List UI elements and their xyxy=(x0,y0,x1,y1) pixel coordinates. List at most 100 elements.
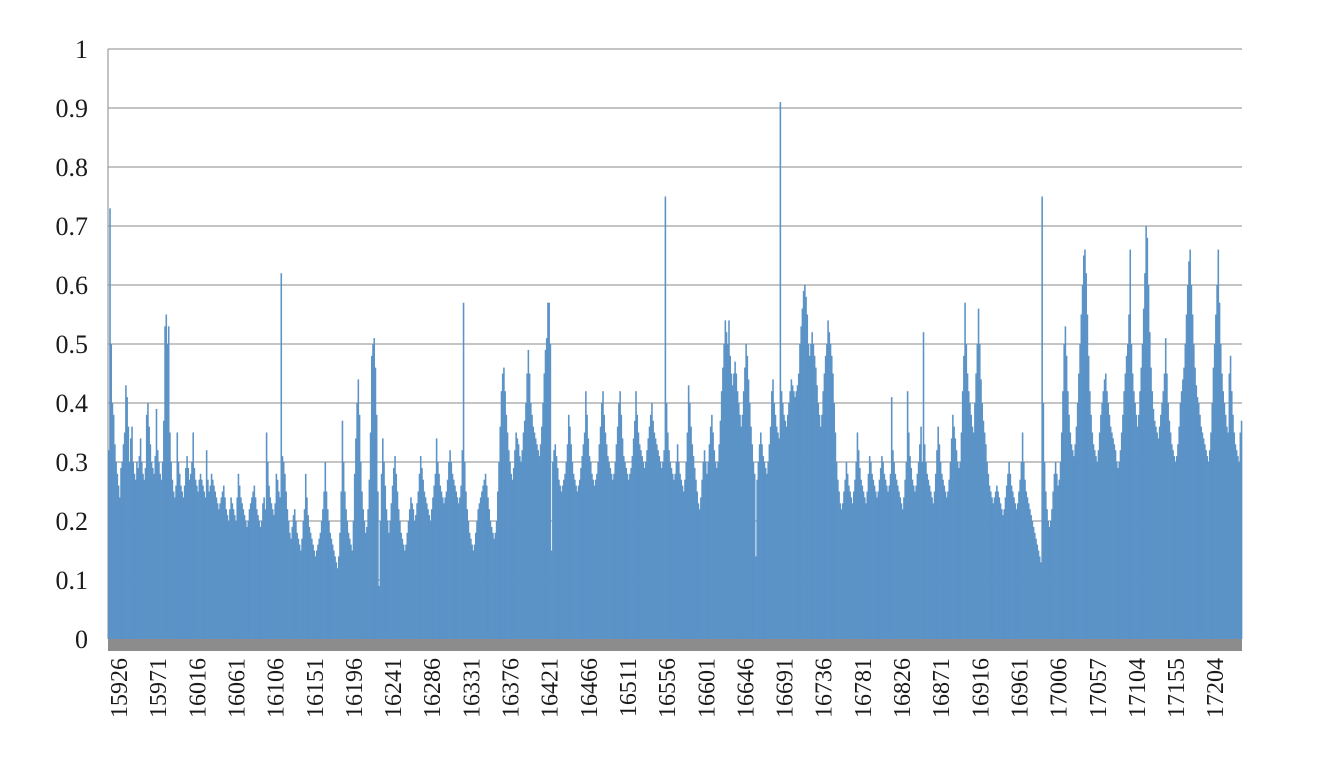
bar xyxy=(747,379,750,639)
bar xyxy=(884,479,887,639)
bar xyxy=(1095,456,1097,639)
bar xyxy=(693,467,696,639)
bar xyxy=(374,367,377,639)
bar xyxy=(116,473,119,639)
bar xyxy=(1234,444,1237,639)
bar xyxy=(1100,414,1102,639)
bar xyxy=(541,426,543,639)
bar xyxy=(282,462,285,639)
bar xyxy=(203,491,205,639)
bar xyxy=(268,485,270,639)
bar xyxy=(180,485,182,639)
bar xyxy=(307,515,309,639)
bar xyxy=(1059,462,1062,639)
bar xyxy=(285,491,287,639)
bar xyxy=(558,479,560,639)
bar xyxy=(274,503,276,639)
bar xyxy=(978,344,981,639)
bar xyxy=(741,414,744,639)
bar xyxy=(202,485,204,639)
x-tick-label: 16331 xyxy=(459,658,485,718)
bar xyxy=(1117,467,1119,639)
bar xyxy=(489,521,492,639)
bar xyxy=(1018,491,1020,639)
bar xyxy=(794,397,796,639)
bar xyxy=(909,456,911,639)
bar xyxy=(1014,503,1017,639)
bar xyxy=(325,491,328,639)
bar xyxy=(216,503,219,639)
bar xyxy=(330,538,333,639)
bar xyxy=(235,521,237,639)
bar xyxy=(682,491,685,639)
bar xyxy=(450,462,453,639)
bar xyxy=(778,438,780,639)
bar xyxy=(1164,338,1167,639)
bar xyxy=(375,414,378,639)
bar xyxy=(537,450,539,639)
bar xyxy=(767,462,769,639)
bar xyxy=(678,462,680,639)
bar xyxy=(830,355,833,639)
bar xyxy=(1068,414,1070,639)
bar xyxy=(1146,237,1149,640)
bar xyxy=(249,503,252,639)
bar xyxy=(692,456,695,639)
bar xyxy=(559,485,561,639)
bar xyxy=(866,491,869,639)
bar xyxy=(495,521,498,639)
bar xyxy=(772,379,774,639)
bar xyxy=(1235,450,1238,639)
bar xyxy=(154,456,157,639)
bar xyxy=(963,355,965,639)
bar xyxy=(777,432,779,639)
bar xyxy=(111,403,114,639)
bar xyxy=(851,503,854,639)
bar xyxy=(1037,550,1040,639)
bar xyxy=(422,479,424,639)
bar xyxy=(911,479,914,639)
bar xyxy=(333,550,335,639)
bar xyxy=(922,332,925,639)
bar xyxy=(751,444,754,639)
bar xyxy=(733,373,735,639)
bar xyxy=(177,462,180,639)
bar xyxy=(764,467,767,639)
bar xyxy=(421,467,423,639)
bar xyxy=(1086,314,1089,639)
bar xyxy=(1141,344,1144,639)
bar xyxy=(788,403,790,639)
bar xyxy=(401,538,404,639)
bar xyxy=(412,509,415,639)
x-axis-baseline xyxy=(108,639,1242,651)
y-tick-label: 0.7 xyxy=(56,212,89,241)
bar xyxy=(386,521,389,639)
bar xyxy=(532,426,535,639)
bar xyxy=(648,426,651,639)
bar xyxy=(942,479,944,639)
bar xyxy=(547,302,549,639)
x-tick-label: 16826 xyxy=(890,658,916,718)
bar xyxy=(994,491,997,639)
bar xyxy=(591,473,593,639)
bar xyxy=(802,290,805,639)
bar xyxy=(302,521,305,639)
bar xyxy=(214,491,216,639)
bar xyxy=(520,462,522,639)
y-tick-label: 0 xyxy=(75,625,88,654)
bar xyxy=(763,462,766,639)
bar xyxy=(1182,379,1184,639)
bar xyxy=(445,491,448,639)
bar xyxy=(977,308,980,639)
bar xyxy=(367,509,369,639)
bar xyxy=(933,491,936,639)
bar xyxy=(857,450,860,639)
bar xyxy=(220,497,223,639)
bar xyxy=(645,462,647,639)
bar xyxy=(673,479,675,639)
bar xyxy=(1015,509,1018,639)
bar xyxy=(569,426,571,639)
bar xyxy=(112,414,115,639)
bar xyxy=(685,462,687,639)
